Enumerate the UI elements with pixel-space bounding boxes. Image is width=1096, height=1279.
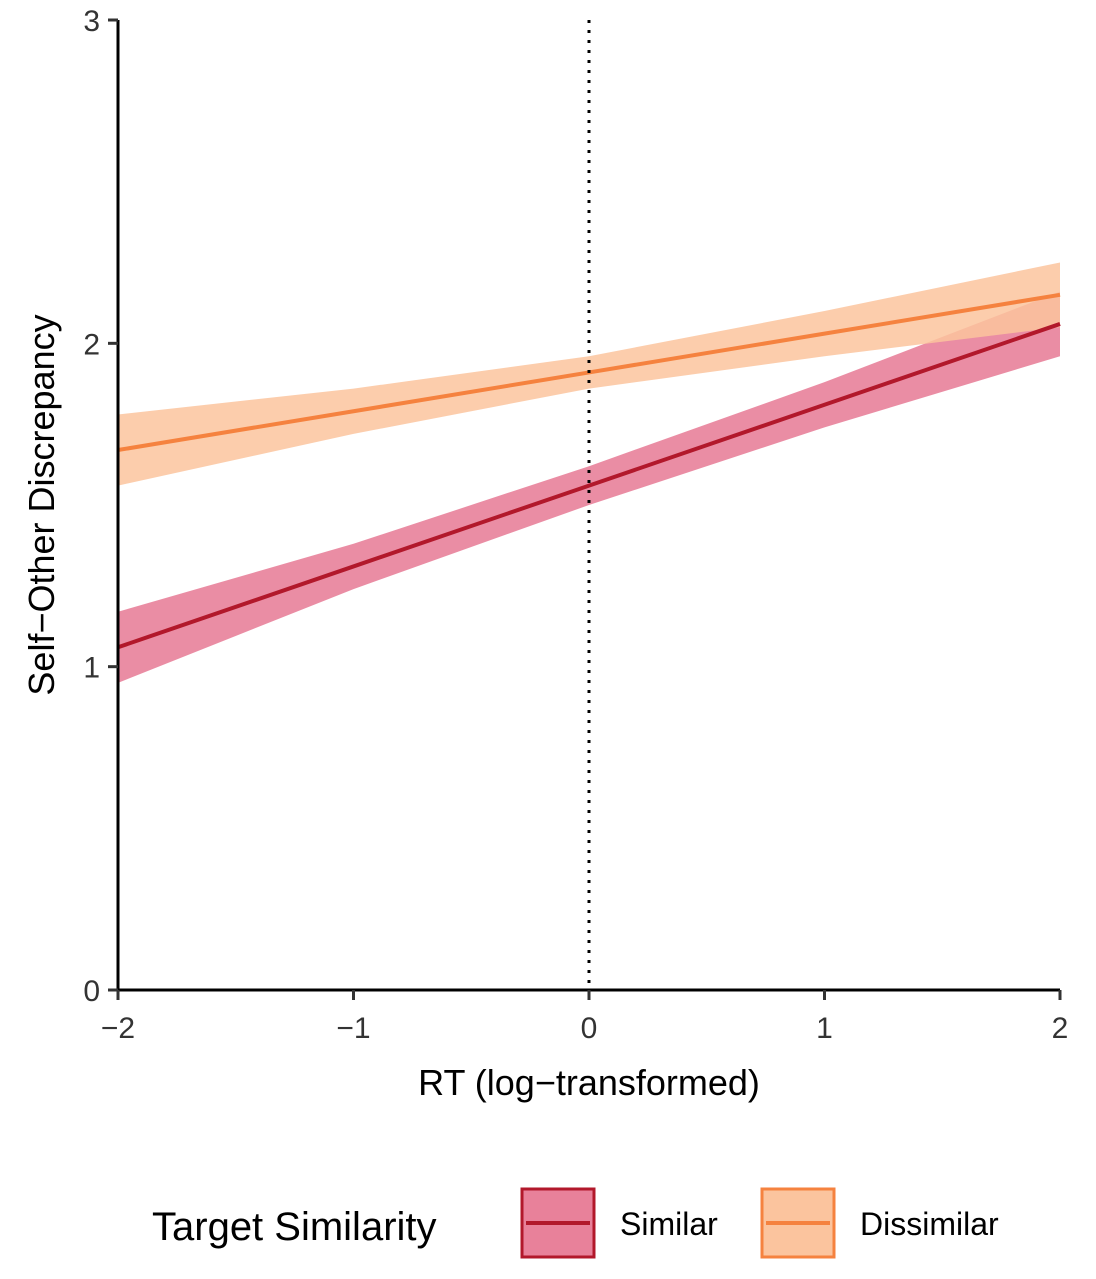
legend-label-similar: Similar xyxy=(620,1206,718,1242)
y-tick-label: 0 xyxy=(83,975,100,1008)
x-tick-label: −2 xyxy=(101,1012,135,1045)
y-tick-label: 1 xyxy=(83,652,100,685)
line-similar xyxy=(117,322,1061,650)
y-axis-title: Self−Other Discrepancy xyxy=(21,314,62,695)
legend: Target Similarity Similar Dissimilar xyxy=(152,1187,999,1259)
axes: −2 −1 0 1 2 0 1 2 3 xyxy=(83,5,1068,1045)
legend-label-dissimilar: Dissimilar xyxy=(860,1206,999,1242)
x-tick-label: −1 xyxy=(336,1012,370,1045)
x-tick-label: 2 xyxy=(1052,1012,1069,1045)
plot-area xyxy=(117,20,1061,990)
x-axis-title: RT (log−transformed) xyxy=(418,1062,760,1103)
x-tick-label: 0 xyxy=(581,1012,598,1045)
y-tick-label: 2 xyxy=(83,328,100,361)
x-tick-label: 1 xyxy=(816,1012,833,1045)
legend-title: Target Similarity xyxy=(152,1205,437,1249)
y-tick-label: 3 xyxy=(83,5,100,38)
